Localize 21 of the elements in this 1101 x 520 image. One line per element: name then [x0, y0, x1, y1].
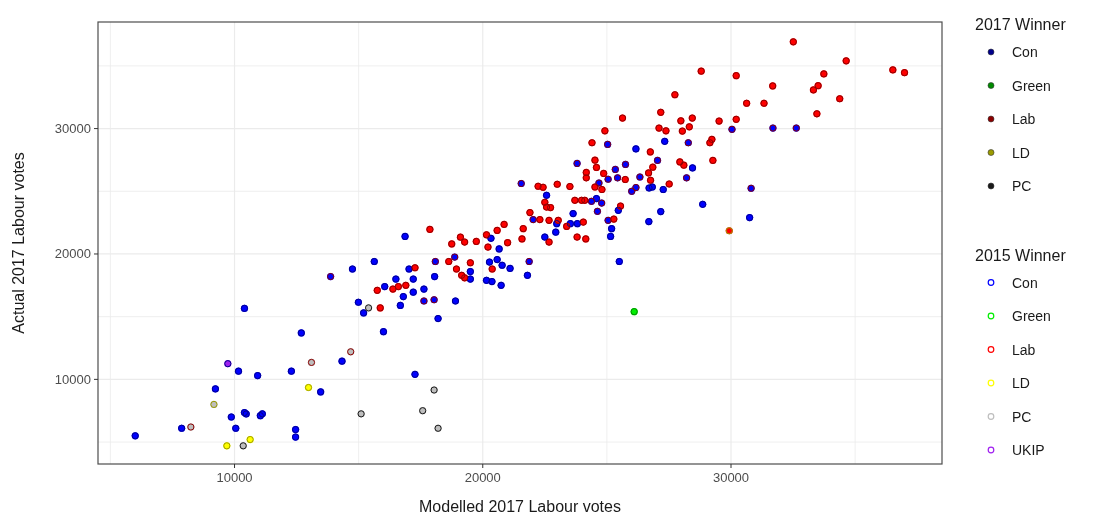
- legend-label: Con: [1012, 274, 1038, 291]
- legend-label: Lab: [1012, 111, 1036, 127]
- legend-label: Green: [1012, 308, 1051, 324]
- legend-label: PC: [1012, 408, 1032, 425]
- x-axis-title: Modelled 2017 Labour votes: [419, 498, 621, 515]
- y-tick-label: 10000: [54, 371, 91, 387]
- legend-label: LD: [1012, 144, 1030, 161]
- text: 2015 Winner: [975, 246, 1066, 264]
- y-axis-title: Actual 2017 Labour votes: [10, 152, 27, 334]
- x-tick-label: 10000: [216, 470, 253, 485]
- x-tick-label: 30000: [712, 470, 750, 485]
- y-tick-label: 30000: [54, 121, 91, 137]
- legend-label: Green: [1012, 77, 1051, 94]
- legend-label: Lab: [1012, 341, 1036, 358]
- legend-label: Con: [1012, 44, 1038, 60]
- legend-label: PC: [1012, 178, 1032, 194]
- y-tick-label: 20000: [54, 246, 91, 262]
- text: 2017 Winner: [975, 16, 1066, 33]
- x-tick-label: 20000: [464, 470, 501, 485]
- legend-label: UKIP: [1012, 442, 1045, 458]
- legend-label: LD: [1012, 375, 1030, 391]
